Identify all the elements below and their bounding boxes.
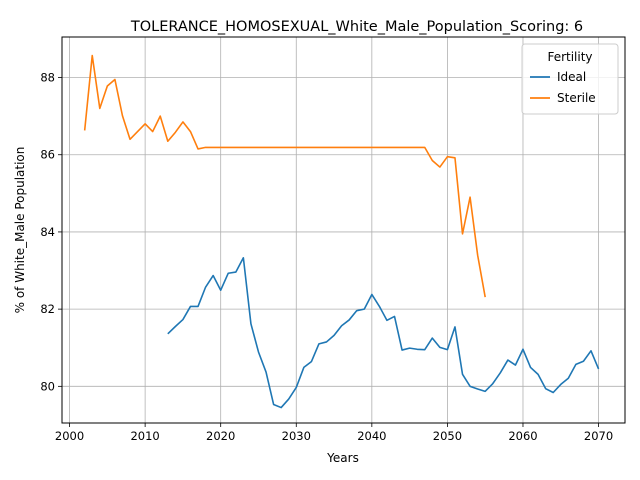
x-tick-label: 2030 (282, 429, 311, 443)
legend-label-sterile: Sterile (557, 91, 596, 105)
x-tick-label: 2020 (206, 429, 235, 443)
chart-title: TOLERANCE_HOMOSEXUAL_White_Male_Populati… (130, 19, 583, 35)
axis-ticks: 2000 2010 2020 2030 2040 2050 2060 2070 80 82 84 86… (40, 71, 613, 443)
legend-label-ideal: Ideal (557, 70, 586, 84)
x-tick-label: 2050 (433, 429, 462, 443)
y-tick-label: 88 (40, 71, 55, 85)
legend-title: Fertility (547, 50, 592, 64)
legend-box (521, 43, 619, 115)
series-lines (83, 54, 600, 409)
y-axis-label: % of White_Male Population (13, 147, 27, 314)
y-tick-label: 84 (40, 225, 55, 239)
y-tick-label: 80 (40, 379, 55, 393)
x-axis-label: Years (326, 451, 359, 465)
x-tick-label: 2070 (584, 429, 613, 443)
series-line-sterile (83, 54, 486, 298)
series-line-ideal (167, 256, 600, 409)
x-tick-label: 2000 (55, 429, 84, 443)
plot-frame (61, 36, 626, 424)
x-tick-label: 2060 (508, 429, 537, 443)
x-tick-label: 2040 (357, 429, 386, 443)
y-tick-label: 82 (40, 302, 55, 316)
y-tick-label: 86 (40, 148, 55, 162)
legend: Fertility Ideal Sterile (521, 43, 619, 115)
x-tick-label: 2010 (130, 429, 159, 443)
